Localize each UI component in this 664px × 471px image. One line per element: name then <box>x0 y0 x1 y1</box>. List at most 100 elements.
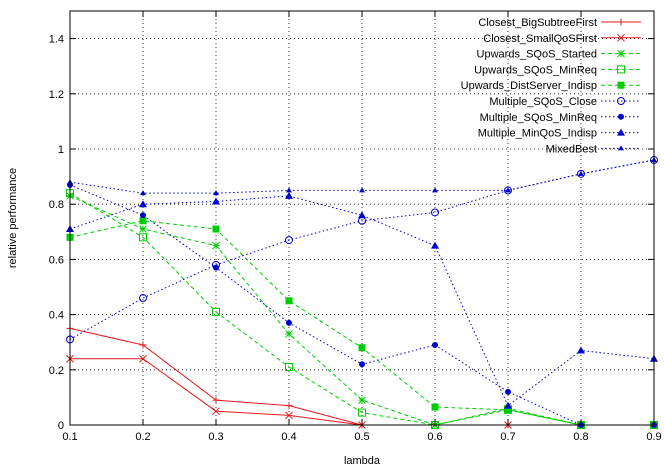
data-point <box>285 330 293 338</box>
legend-entry: Multiple_SQoS_Close <box>489 96 641 108</box>
marker-stroke <box>358 396 366 405</box>
data-point <box>139 294 147 303</box>
x-tick-label: 0.9 <box>646 431 661 443</box>
x-tick-label: 0.1 <box>62 431 77 443</box>
data-point <box>212 407 220 416</box>
series-line <box>69 195 655 407</box>
series <box>66 217 658 429</box>
data-point <box>285 363 293 372</box>
legend-entry: Multiple_MinQoS_Indisp <box>478 128 641 140</box>
data-point <box>432 341 438 348</box>
axis-ticks <box>69 11 655 426</box>
data-point <box>213 190 219 196</box>
data-point <box>578 170 584 176</box>
y-axis-label: relative performance <box>7 168 19 268</box>
data-point <box>286 187 292 193</box>
data-point <box>505 388 511 395</box>
data-point <box>617 18 625 26</box>
y-tick-label: 0.8 <box>49 199 64 211</box>
series <box>66 189 658 429</box>
marker-stroke <box>285 411 293 420</box>
data-point <box>139 233 147 242</box>
y-tick-label: 0.4 <box>49 310 64 322</box>
data-point <box>139 225 147 233</box>
data-point <box>505 187 511 193</box>
data-point <box>139 354 147 363</box>
data-point <box>285 402 293 410</box>
data-point <box>432 187 438 193</box>
data-point <box>139 200 147 208</box>
legend-label: Closest_BigSubtreeFirst <box>478 17 597 29</box>
legend-entry: Closest_SmallQoSFirst <box>483 33 641 45</box>
legend-entry: Multiple_SQoS_MinReq <box>480 112 641 124</box>
marker-stroke <box>285 330 293 338</box>
data-point <box>212 225 220 233</box>
y-tick-label: 0.6 <box>49 254 64 266</box>
y-tick-labels: 0 0.2 0.4 0.6 0.8 1 1.2 1.4 <box>49 34 64 432</box>
data-point <box>504 186 512 195</box>
data-point <box>212 241 220 250</box>
series-line <box>69 327 654 426</box>
legend-entry: Upwards_SQoS_Started <box>477 49 641 61</box>
grid-lines <box>70 11 654 425</box>
data-point <box>431 208 439 217</box>
data-point <box>212 197 220 205</box>
data-point <box>359 361 365 368</box>
data-point <box>213 264 219 271</box>
x-axis-label: lambda <box>344 455 381 467</box>
x-tick-label: 0.3 <box>208 431 223 443</box>
x-tick-label: 0.8 <box>573 431 588 443</box>
legend-label: Multiple_MinQoS_Indisp <box>478 128 597 140</box>
x-tick-label: 0.7 <box>500 431 515 443</box>
data-point <box>617 128 625 136</box>
data-point <box>504 401 512 409</box>
legend-label: Upwards_DistServer_Indisp <box>461 80 597 92</box>
data-point <box>617 81 625 89</box>
legend-label: Multiple_SQoS_Close <box>489 96 597 108</box>
data-point <box>618 145 624 151</box>
data-point <box>285 191 293 199</box>
data-point <box>285 297 293 305</box>
data-point <box>212 307 220 316</box>
x-tick-labels: 0.1 0.2 0.3 0.4 0.5 0.6 0.7 0.8 0.9 <box>62 431 661 443</box>
legend-entry: Upwards_DistServer_Indisp <box>461 80 641 92</box>
legend: Closest_BigSubtreeFirst Closest_SmallQoSF… <box>461 17 641 155</box>
data-point <box>140 212 146 219</box>
data-point <box>358 396 366 405</box>
data-point <box>140 190 146 196</box>
series <box>67 181 657 428</box>
legend-label: Closest_SmallQoSFirst <box>483 33 597 45</box>
x-tick-label: 0.6 <box>427 431 442 443</box>
data-point <box>212 396 220 404</box>
data-point <box>358 344 366 352</box>
data-point <box>358 408 366 417</box>
series-line <box>69 192 654 426</box>
series <box>66 191 658 409</box>
legend-label: Multiple_SQoS_MinReq <box>480 112 597 124</box>
marker-stroke <box>139 354 147 363</box>
marker-stroke <box>617 33 625 42</box>
y-tick-label: 1 <box>58 144 64 156</box>
series-line <box>69 159 655 340</box>
series <box>67 157 657 196</box>
data-point <box>577 346 585 354</box>
series-line <box>69 195 654 426</box>
marker-stroke <box>139 225 147 233</box>
marker-stroke <box>212 241 220 250</box>
y-tick-label: 1.2 <box>49 89 64 101</box>
data-point <box>617 49 625 58</box>
legend-entry: MixedBest <box>546 143 641 155</box>
y-tick-label: 0 <box>58 420 64 432</box>
legend-label: Upwards_SQoS_Started <box>477 49 597 61</box>
legend-label: MixedBest <box>546 143 597 155</box>
data-point <box>285 411 293 420</box>
y-tick-label: 0.2 <box>49 365 64 377</box>
data-point <box>577 169 585 178</box>
x-tick-label: 0.2 <box>135 431 150 443</box>
data-point <box>139 341 147 349</box>
data-point <box>359 187 365 193</box>
marker-stroke <box>212 407 220 416</box>
x-tick-label: 0.5 <box>354 431 369 443</box>
series-layer <box>66 156 658 429</box>
